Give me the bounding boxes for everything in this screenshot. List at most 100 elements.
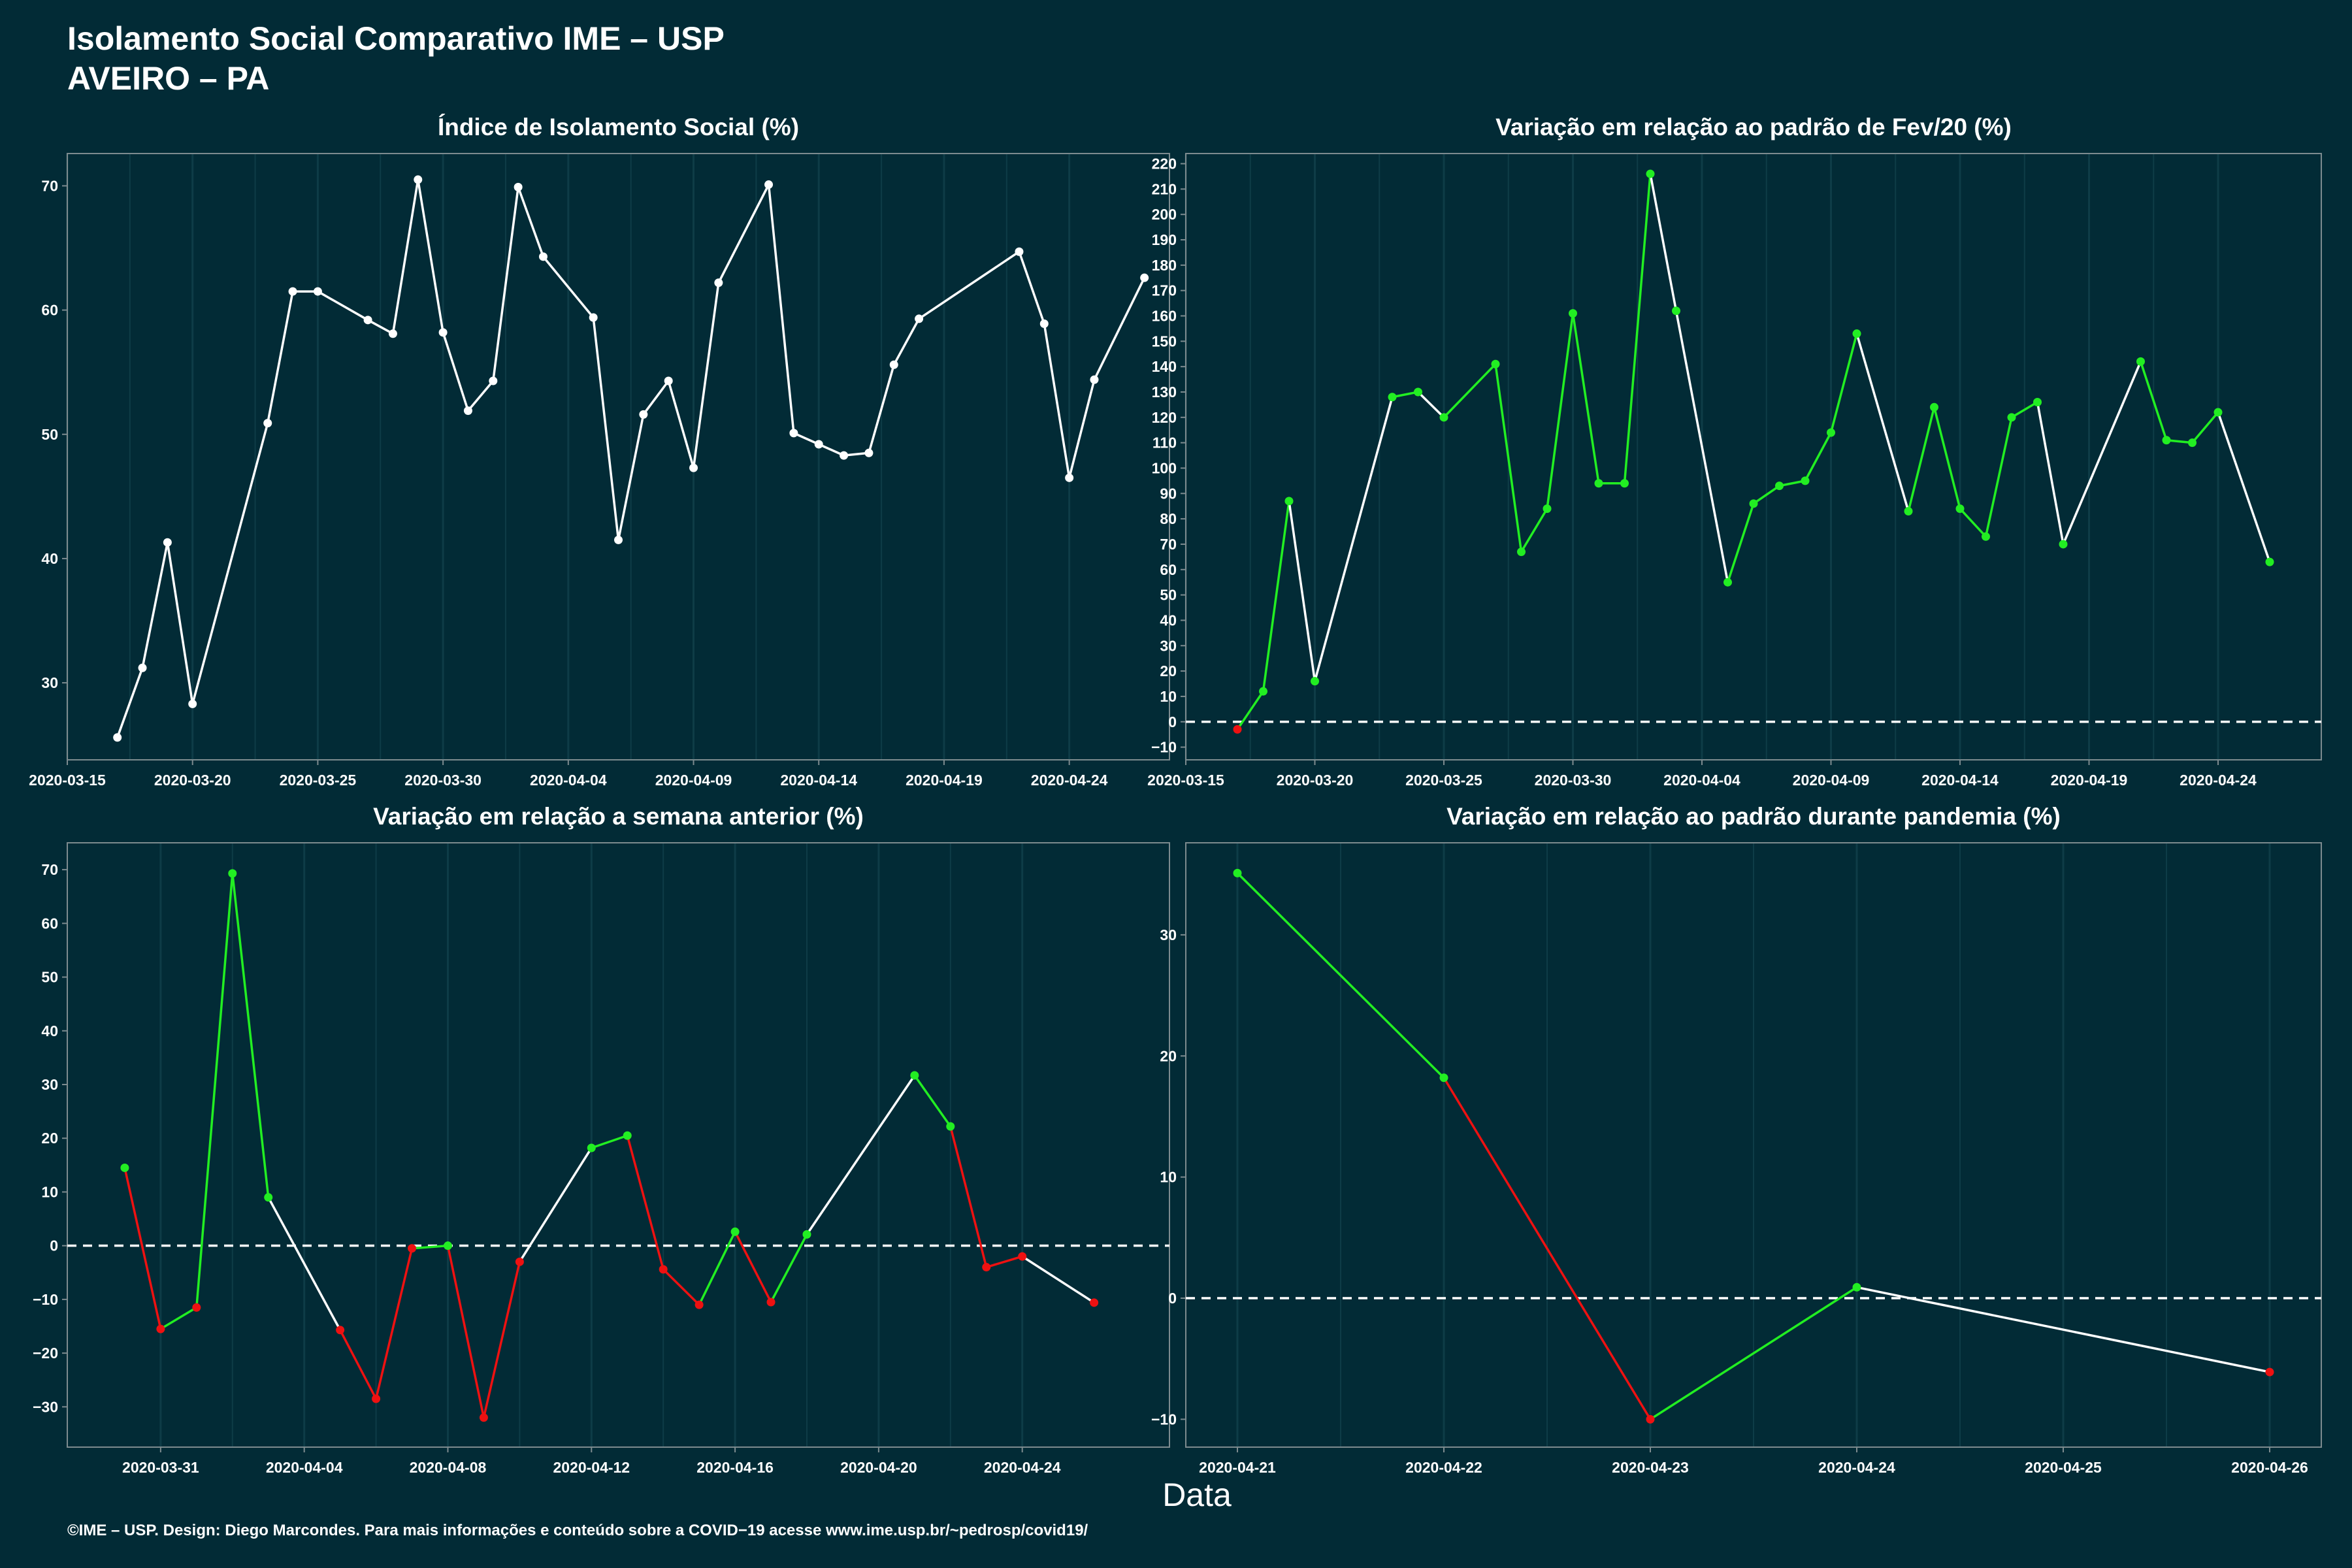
y-tick-label: 20 — [41, 1130, 58, 1147]
data-point — [336, 1326, 345, 1335]
x-tick-label: 2020-03-25 — [1405, 772, 1482, 789]
series-segment — [141, 541, 169, 670]
x-tick-label: 2020-04-16 — [696, 1459, 774, 1476]
y-tick-label: 60 — [41, 302, 58, 319]
data-point — [589, 313, 598, 322]
y-tick-label: 220 — [1152, 155, 1177, 172]
data-point — [915, 314, 924, 323]
data-point — [156, 1324, 165, 1333]
data-point — [1749, 499, 1758, 508]
series-segment — [806, 1074, 916, 1236]
series-segment — [1021, 1255, 1096, 1304]
series-segment — [767, 183, 795, 434]
y-tick-label: 70 — [1160, 536, 1177, 553]
data-point — [228, 869, 237, 878]
x-tick-label: 2020-04-24 — [1031, 772, 1108, 789]
y-tick-label: 130 — [1152, 384, 1177, 400]
data-point — [1140, 273, 1149, 282]
data-point — [2265, 557, 2274, 566]
series-segment — [159, 1306, 198, 1330]
y-tick-label: 0 — [1168, 1290, 1177, 1307]
data-point — [1388, 393, 1397, 402]
x-tick-label: 2020-03-31 — [122, 1459, 199, 1476]
series-segment — [466, 380, 495, 412]
data-point — [1414, 387, 1422, 397]
series-segment — [770, 1233, 808, 1303]
series-segment — [542, 255, 595, 319]
data-point — [463, 406, 472, 416]
series-segment — [391, 178, 419, 335]
data-point — [614, 535, 623, 544]
series-segment — [1443, 1076, 1652, 1421]
series-segment — [482, 1260, 521, 1419]
series-segment — [617, 413, 645, 542]
y-tick-label: −30 — [33, 1398, 58, 1415]
x-tick-label: 2020-03-20 — [1277, 772, 1354, 789]
data-point — [2136, 357, 2145, 366]
data-point — [664, 376, 673, 385]
y-tick-label: 20 — [1160, 1047, 1177, 1064]
y-tick-label: 30 — [41, 674, 58, 691]
series-segment — [1236, 872, 1445, 1079]
panel-title: Variação em relação ao padrão durante pa… — [1446, 803, 2061, 830]
series-segment — [1494, 363, 1523, 553]
y-tick-label: 50 — [41, 969, 58, 986]
series-segment — [191, 421, 269, 706]
data-point — [1775, 482, 1784, 491]
data-point — [1930, 402, 1938, 412]
y-tick-label: 40 — [1160, 612, 1177, 629]
y-tick-label: 50 — [1160, 587, 1177, 604]
data-point — [840, 451, 849, 460]
data-point — [264, 1193, 273, 1202]
y-tick-label: 180 — [1152, 257, 1177, 274]
data-point — [479, 1413, 488, 1422]
series-segment — [817, 443, 845, 457]
series-segment — [1443, 363, 1497, 419]
data-point — [188, 699, 197, 708]
plot-frame — [1185, 842, 2322, 1448]
data-point — [514, 182, 523, 191]
series-segment — [1726, 502, 1755, 583]
series-segment — [1236, 690, 1265, 731]
y-tick-label: 40 — [41, 1022, 58, 1039]
series-segment — [1933, 406, 1961, 510]
data-point — [1569, 309, 1577, 318]
series-segment — [2217, 411, 2271, 563]
series-segment — [1288, 500, 1316, 683]
data-point — [538, 252, 547, 261]
series-segment — [1520, 507, 1548, 553]
x-tick-label: 2020-04-25 — [2025, 1459, 2102, 1476]
series-segment — [662, 1268, 700, 1306]
footer-caption: ©IME – USP. Design: Diego Marcondes. Par… — [67, 1522, 1088, 1539]
data-point — [1439, 413, 1448, 422]
series-segment — [367, 319, 395, 335]
series-segment — [1752, 484, 1781, 505]
y-tick-label: 50 — [41, 426, 58, 443]
data-point — [1904, 506, 1913, 515]
series-segment — [985, 1255, 1024, 1269]
data-point — [1852, 1282, 1861, 1292]
data-point — [982, 1263, 991, 1272]
series-segment — [1416, 391, 1445, 419]
data-point — [192, 1303, 201, 1312]
data-point — [414, 175, 423, 184]
x-tick-label: 2020-04-21 — [1199, 1459, 1276, 1476]
data-point — [489, 376, 498, 385]
x-tick-label: 2020-04-04 — [1663, 772, 1740, 789]
series-segment — [267, 1196, 342, 1331]
series-segment — [2036, 400, 2065, 546]
series-segment — [123, 1166, 162, 1330]
plot-frame — [1185, 153, 2322, 760]
data-point — [789, 429, 798, 438]
series-segment — [492, 186, 519, 382]
series-segment — [1093, 276, 1146, 381]
series-segment — [517, 186, 545, 258]
series-segment — [2191, 411, 2219, 444]
y-tick-label: 120 — [1152, 409, 1177, 426]
series-segment — [417, 178, 444, 334]
x-tick-label: 2020-03-30 — [1535, 772, 1612, 789]
x-tick-label: 2020-04-20 — [840, 1459, 917, 1476]
y-tick-label: 70 — [41, 861, 58, 878]
data-point — [408, 1244, 417, 1253]
data-point — [388, 329, 397, 338]
